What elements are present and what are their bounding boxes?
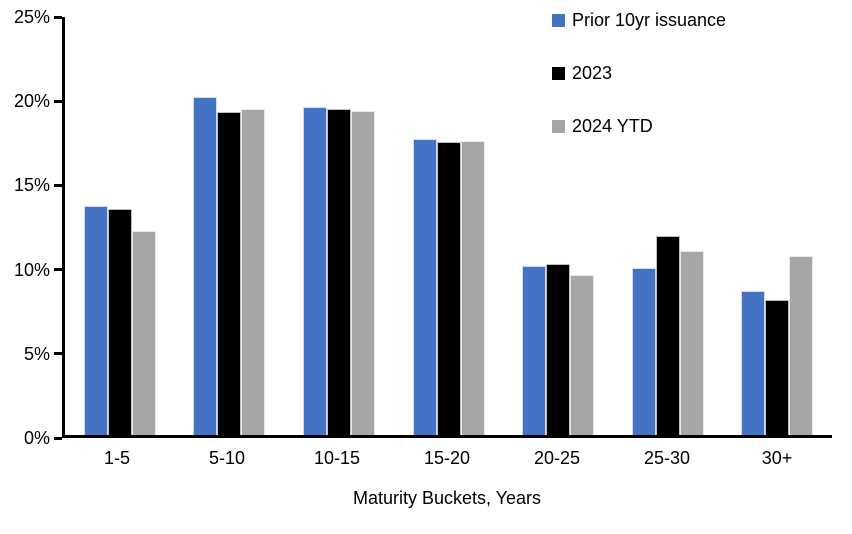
legend: Prior 10yr issuance 2023 2024 YTD: [552, 10, 726, 169]
bar-2024-ytd-20-25: [570, 274, 595, 435]
y-tick-mark: [54, 15, 62, 19]
bar-2023-1-5: [107, 209, 132, 435]
legend-label: Prior 10yr issuance: [572, 9, 727, 30]
bar-2023-20-25: [546, 264, 571, 435]
bar-2023-30: [765, 299, 790, 435]
y-tick-mark: [54, 99, 62, 103]
bar-groups: [65, 17, 832, 435]
bar-group-25-30: [613, 17, 723, 435]
y-tick-label-0: 0%: [23, 428, 50, 448]
y-tick-mark: [54, 436, 62, 440]
y-tick-mark: [54, 268, 62, 272]
bar-group-10-15: [284, 17, 394, 435]
bar-2024-ytd-30: [789, 256, 814, 435]
legend-label: 2023: [572, 62, 613, 83]
bar-group-20-25: [503, 17, 613, 435]
bar-prior-10yr-issuance-20-25: [522, 266, 547, 435]
x-tick-label-5-10: 5-10: [208, 448, 246, 468]
legend-swatch-icon: [552, 13, 565, 27]
bar-group-5-10: [175, 17, 285, 435]
x-axis-title: Maturity Buckets, Years: [352, 488, 542, 508]
x-tick-label-25-30: 25-30: [643, 448, 691, 468]
bar-2023-15-20: [436, 142, 461, 435]
bar-2024-ytd-15-20: [460, 140, 485, 435]
bar-2024-ytd-5-10: [241, 108, 266, 435]
bar-prior-10yr-issuance-1-5: [83, 205, 108, 435]
y-tick-label-15: 15%: [13, 175, 50, 196]
y-tick-mark: [54, 352, 62, 356]
y-tick-label-5: 5%: [23, 343, 50, 364]
legend-item-prior-10yr-issuance: Prior 10yr issuance: [552, 10, 726, 30]
x-tick-label-10-15: 10-15: [313, 448, 361, 468]
bar-2023-10-15: [326, 108, 351, 435]
bar-2024-ytd-10-15: [350, 110, 375, 435]
y-tick-label-10: 10%: [13, 259, 50, 280]
x-tick-label-20-25: 20-25: [533, 448, 581, 468]
legend-item-2023: 2023: [552, 63, 726, 83]
bar-group-30: [722, 17, 832, 435]
bar-2023-5-10: [217, 112, 242, 435]
legend-swatch-icon: [552, 119, 565, 133]
bar-prior-10yr-issuance-15-20: [412, 139, 437, 435]
x-tick-label-15-20: 15-20: [423, 448, 471, 468]
bar-group-1-5: [65, 17, 175, 435]
y-tick-label-25: 25%: [13, 7, 50, 27]
legend-item-2024-ytd: 2024 YTD: [552, 116, 726, 136]
bar-2024-ytd-25-30: [679, 251, 704, 435]
bar-2023-25-30: [655, 236, 680, 435]
legend-swatch-icon: [552, 66, 565, 80]
y-tick-mark: [54, 183, 62, 187]
x-tick-label-30: 30+: [761, 448, 793, 468]
bar-prior-10yr-issuance-10-15: [302, 107, 327, 435]
bar-group-15-20: [394, 17, 504, 435]
y-tick-label-20: 20%: [13, 91, 50, 112]
x-axis-labels: 1-5 5-10 10-15 15-20 20-25 25-30 30+: [62, 448, 832, 469]
bar-2024-ytd-1-5: [131, 231, 156, 435]
legend-label: 2024 YTD: [572, 115, 653, 136]
bar-prior-10yr-issuance-25-30: [631, 267, 656, 435]
bar-prior-10yr-issuance-5-10: [193, 97, 218, 435]
bar-prior-10yr-issuance-30: [741, 291, 766, 435]
plot-area: [62, 17, 832, 438]
x-tick-label-1-5: 1-5: [103, 448, 130, 468]
